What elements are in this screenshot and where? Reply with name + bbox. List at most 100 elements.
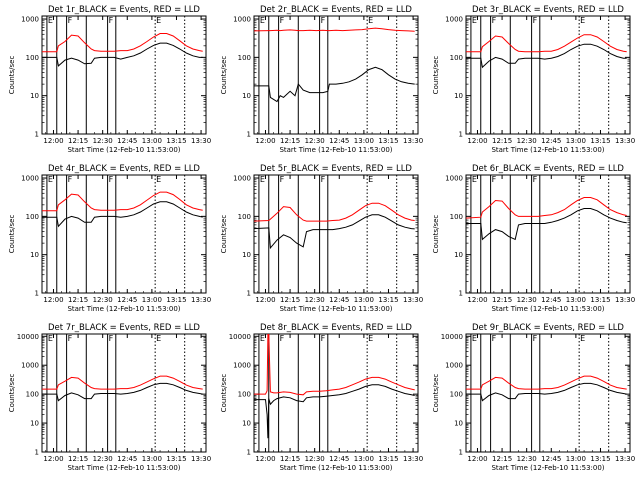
x-tick-label: 12:00 [255, 296, 275, 304]
y-tick-label: 1000 [233, 16, 251, 24]
interval-marker-label: F [533, 175, 538, 184]
y-tick-label: 1 [247, 449, 251, 457]
y-tick-label: 100 [238, 54, 251, 62]
interval-marker-label: F [68, 334, 73, 343]
interval-marker-label: E [580, 334, 585, 343]
x-tick-label: 12:00 [255, 455, 275, 463]
chart-panel-1: Det 1r_BLACK = Events, RED = LLD 1 10 100 10… [8, 5, 211, 154]
x-tick-label: 12:00 [467, 137, 487, 145]
plot-frame [465, 15, 631, 135]
x-tick-label: 13:15 [166, 296, 186, 304]
interval-marker-label: E [156, 175, 161, 184]
interval-marker-label: F [68, 175, 73, 184]
series-line-lld [254, 202, 415, 222]
y-tick-label: 1000 [233, 362, 251, 370]
plot-frame [253, 15, 419, 135]
x-tick-label: 12:15 [68, 137, 88, 145]
chart-panel-6: Det 6r_BLACK = Events, RED = LLD 1 10 100 10… [432, 164, 635, 313]
x-tick-label: 12:00 [43, 137, 63, 145]
chart-panel-2: Det 2r_BLACK = Events, RED = LLD 1 10 100 10… [220, 5, 423, 154]
chart-panel-7: Det 7r_BLACK = Events, RED = LLD 1 10 100 10… [8, 323, 211, 472]
interval-marker-label: F [280, 16, 285, 25]
x-tick-label: 12:45 [117, 296, 137, 304]
x-tick-label: 12:00 [255, 137, 275, 145]
x-axis-label: Start Time (12-Feb-10 11:53:00) [67, 146, 180, 154]
series-line-events [254, 66, 415, 103]
y-tick-label: 10 [454, 420, 463, 428]
y-tick-label: 10 [242, 420, 251, 428]
x-tick-label: 13:15 [378, 455, 398, 463]
y-axis-label: Counts/sec [432, 215, 440, 254]
x-tick-label: 13:00 [354, 137, 374, 145]
x-tick-label: 13:30 [403, 296, 423, 304]
y-tick-label: 10000 [229, 333, 251, 341]
y-tick-label: 10 [242, 251, 251, 259]
y-tick-label: 10 [454, 251, 463, 259]
x-tick-label: 12:30 [517, 296, 537, 304]
interval-marker-label: F [109, 175, 114, 184]
y-tick-label: 1000 [21, 362, 39, 370]
interval-marker-label: E [580, 16, 585, 25]
interval-marker-label: E [156, 334, 161, 343]
y-tick-label: 1 [247, 290, 251, 298]
interval-marker-label: F [492, 334, 497, 343]
y-axis-label: Counts/sec [220, 56, 228, 95]
interval-marker-label: E [472, 334, 477, 343]
plot-frame [465, 174, 631, 294]
series-line-lld [466, 34, 627, 53]
x-tick-label: 12:15 [280, 455, 300, 463]
interval-marker-label: E [580, 175, 585, 184]
chart-panel-3: Det 3r_BLACK = Events, RED = LLD 1 10 100 10… [432, 5, 635, 154]
y-tick-label: 1000 [445, 362, 463, 370]
x-axis-label: Start Time (12-Feb-10 11:53:00) [491, 464, 604, 472]
x-axis-label: Start Time (12-Feb-10 11:53:00) [67, 305, 180, 313]
interval-marker-label: F [280, 175, 285, 184]
chart-title: Det 1r_BLACK = Events, RED = LLD [48, 5, 200, 15]
series-line-lld [42, 191, 203, 212]
x-tick-label: 12:15 [280, 296, 300, 304]
series-line-lld [254, 27, 415, 32]
x-tick-label: 13:30 [615, 455, 635, 463]
y-tick-label: 100 [450, 213, 463, 221]
y-tick-label: 100 [450, 391, 463, 399]
interval-marker-label: F [109, 16, 114, 25]
x-tick-label: 12:45 [541, 296, 561, 304]
x-tick-label: 12:15 [492, 455, 512, 463]
series-line-lld [42, 375, 203, 390]
x-tick-label: 12:30 [305, 296, 325, 304]
x-tick-label: 13:30 [191, 296, 211, 304]
interval-marker-label: F [533, 334, 538, 343]
x-tick-label: 12:30 [517, 137, 537, 145]
y-tick-label: 1 [459, 449, 463, 457]
x-tick-label: 12:45 [329, 137, 349, 145]
interval-marker-label: F [321, 16, 326, 25]
series-line-events [466, 43, 627, 69]
y-tick-label: 1000 [445, 16, 463, 24]
x-tick-label: 13:00 [566, 296, 586, 304]
x-tick-label: 12:30 [93, 137, 113, 145]
interval-marker-label: E [368, 16, 373, 25]
y-axis-label: Counts/sec [8, 56, 16, 95]
x-tick-label: 13:30 [615, 296, 635, 304]
plot-frame [41, 333, 207, 453]
x-tick-label: 12:30 [305, 455, 325, 463]
x-tick-label: 12:00 [467, 296, 487, 304]
x-tick-label: 12:15 [492, 137, 512, 145]
interval-marker-label: E [48, 334, 53, 343]
interval-marker-label: E [368, 334, 373, 343]
interval-marker-label: F [321, 175, 326, 184]
x-axis-label: Start Time (12-Feb-10 11:53:00) [279, 305, 392, 313]
x-tick-label: 12:15 [280, 137, 300, 145]
x-tick-label: 13:15 [378, 296, 398, 304]
x-axis-label: Start Time (12-Feb-10 11:53:00) [279, 464, 392, 472]
x-tick-label: 12:30 [93, 296, 113, 304]
chart-title: Det 2r_BLACK = Events, RED = LLD [260, 5, 412, 15]
x-tick-label: 12:15 [492, 296, 512, 304]
chart-panel-4: Det 4r_BLACK = Events, RED = LLD 1 10 100 10… [8, 164, 211, 313]
interval-marker-label: F [68, 16, 73, 25]
chart-title: Det 8r_BLACK = Events, RED = LLD [260, 323, 412, 333]
chart-title: Det 6r_BLACK = Events, RED = LLD [472, 164, 624, 174]
y-axis-label: Counts/sec [220, 374, 228, 413]
interval-marker-label: E [260, 334, 265, 343]
y-tick-label: 1000 [21, 16, 39, 24]
